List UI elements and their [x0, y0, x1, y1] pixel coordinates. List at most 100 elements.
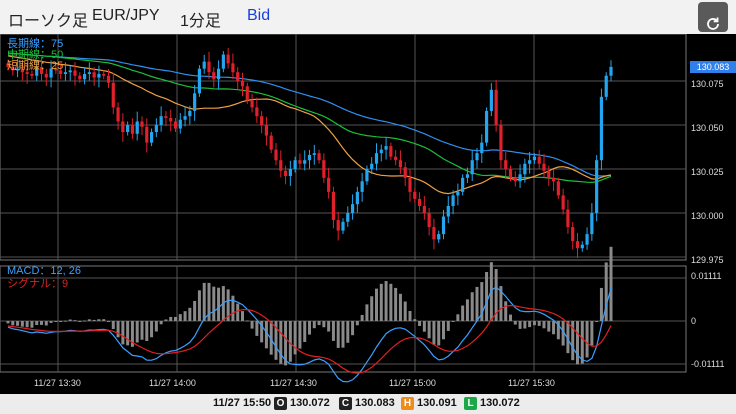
candle-body: [331, 191, 336, 221]
macd-histogram-bar: [408, 310, 412, 321]
candle-body: [20, 68, 24, 73]
macd-histogram-bar: [87, 319, 91, 321]
candle-body: [566, 209, 570, 228]
candle-body: [288, 169, 292, 177]
candle-body: [126, 125, 130, 133]
candle-body: [374, 153, 379, 164]
candle-body: [518, 174, 522, 182]
candle-body: [528, 160, 532, 164]
candle-body: [580, 244, 584, 249]
macd-histogram-bar: [59, 321, 63, 322]
price-tick: 130.025: [691, 167, 724, 177]
macd-tick: 0.01111: [691, 271, 722, 281]
macd-histogram-bar: [523, 321, 527, 329]
currency-pair-label[interactable]: EUR/JPY: [92, 7, 160, 24]
candle-body: [59, 70, 63, 74]
candle-body: [44, 73, 48, 78]
chart-type-label[interactable]: ローソク足: [8, 13, 89, 30]
refresh-button[interactable]: [698, 2, 728, 32]
candle-body: [504, 160, 508, 169]
close-value: 130.083: [355, 397, 395, 409]
macd-histogram-bar: [188, 307, 192, 321]
macd-histogram-bar: [308, 321, 311, 335]
candle-body: [523, 163, 527, 175]
candle-body: [303, 160, 307, 164]
macd-histogram-bar: [174, 316, 177, 321]
candle-body: [513, 177, 517, 182]
macd-histogram-bar: [116, 321, 120, 338]
macd-histogram-bar: [403, 301, 407, 321]
macd-histogram-bar: [197, 290, 201, 321]
macd-histogram-bar: [255, 321, 259, 336]
macd-tick: 0: [691, 316, 697, 326]
candle-body: [451, 195, 455, 206]
macd-histogram-bar: [183, 311, 187, 321]
macd-histogram-bar: [241, 311, 244, 321]
candle-body: [556, 181, 560, 196]
macd-histogram-bar: [140, 321, 144, 340]
macd-histogram-bar: [566, 321, 570, 354]
candle-body: [236, 72, 240, 81]
candle-body: [279, 160, 283, 171]
macd-histogram-bar: [418, 321, 422, 326]
macd-histogram-bar: [49, 321, 53, 323]
candle-body: [173, 121, 178, 129]
high-value: 130.091: [417, 397, 457, 409]
macd-histogram-bar: [154, 321, 158, 332]
macd-histogram-bar: [111, 321, 115, 329]
candle-body: [413, 191, 417, 199]
candle-body: [54, 68, 58, 71]
candle-body: [15, 68, 20, 71]
macd-histogram-bar: [480, 282, 484, 321]
candle-body: [264, 125, 269, 136]
macd-histogram-bar: [542, 321, 546, 329]
chart-area[interactable]: [0, 34, 736, 394]
macd-histogram-bar: [509, 314, 512, 321]
macd-histogram-bar: [25, 321, 29, 328]
high-badge: H: [401, 397, 414, 410]
macd-histogram-bar: [475, 286, 479, 321]
macd-histogram-bar: [236, 303, 240, 321]
macd-histogram-bar: [571, 321, 575, 361]
candle-body: [188, 110, 192, 117]
candle-body: [394, 156, 398, 161]
macd-histogram-bar: [370, 296, 374, 321]
candle-body: [63, 72, 68, 74]
macd-histogram-bar: [341, 321, 345, 348]
macd-histogram-bar: [384, 281, 388, 321]
macd-histogram-bar: [40, 321, 43, 325]
candle-body: [30, 73, 34, 76]
macd-histogram-bar: [595, 321, 599, 322]
macd-histogram-bar: [312, 321, 316, 329]
candle-body: [480, 142, 484, 154]
timeframe-label[interactable]: 1分足: [180, 13, 221, 30]
macd-histogram-bar: [360, 314, 364, 321]
candle-body: [6, 63, 10, 67]
legend-macd: MACD：12, 26: [7, 265, 81, 277]
macd-histogram-bar: [379, 283, 383, 321]
candle-body: [116, 107, 120, 122]
candle-body: [609, 66, 613, 76]
candle-body: [87, 72, 91, 74]
candle-body: [97, 73, 101, 78]
candle-body: [336, 220, 340, 231]
time-tick: 11/27 15:30: [508, 378, 555, 388]
macd-histogram-bar: [78, 321, 82, 322]
candle-body: [475, 153, 479, 161]
candle-body: [542, 163, 546, 171]
candle-body: [360, 181, 364, 192]
macd-histogram-bar: [126, 321, 130, 346]
candle-body: [298, 160, 302, 164]
ohlc-footer: 11/27 15:50 O 130.072 C 130.083 H 130.09…: [0, 394, 736, 414]
header-bar: ローソク足 EUR/JPY 1分足 Bid: [0, 0, 736, 35]
macd-histogram-bar: [250, 321, 254, 329]
price-type-label[interactable]: Bid: [247, 7, 271, 24]
macd-histogram-bar: [231, 295, 235, 321]
candle-body: [350, 204, 355, 213]
time-tick: 11/27 15:00: [389, 378, 436, 388]
candle-body: [111, 82, 115, 108]
current-price-tag: 130.083: [690, 61, 736, 73]
candle-body: [49, 68, 53, 78]
candle-body: [149, 132, 154, 143]
candle-body: [417, 198, 422, 206]
